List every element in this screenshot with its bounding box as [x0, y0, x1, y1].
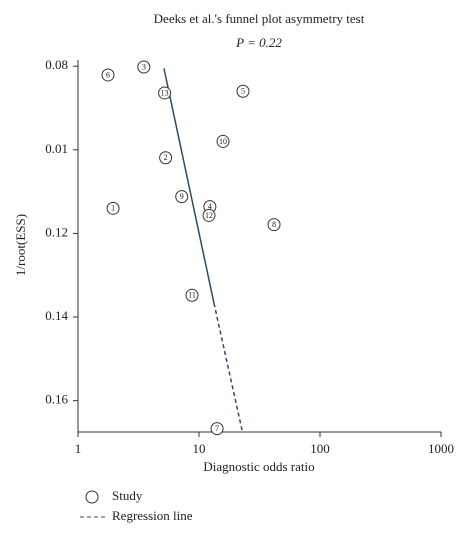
- chart-subtitle: P = 0.22: [235, 35, 282, 50]
- study-point: [158, 86, 172, 100]
- x-tick-label: 100: [310, 441, 330, 456]
- study-label: 8: [272, 220, 276, 229]
- study-label: 10: [219, 137, 227, 146]
- legend-label: Study: [112, 488, 143, 503]
- study-point: [216, 134, 230, 148]
- legend-label: Regression line: [112, 508, 193, 523]
- study-label: 11: [188, 291, 196, 300]
- study-label: 13: [161, 88, 169, 97]
- study-point: [106, 201, 120, 215]
- y-tick-label: 0.01: [45, 141, 68, 156]
- study-label: 4: [208, 202, 212, 211]
- study-label: 7: [215, 424, 219, 433]
- study-point: [236, 84, 250, 98]
- study-label: 12: [205, 211, 213, 220]
- x-axis-label: Diagnostic odds ratio: [203, 459, 314, 474]
- legend-circle: [85, 490, 99, 504]
- study-point: [267, 218, 281, 232]
- x-tick-label: 1: [75, 441, 82, 456]
- study-label: 9: [180, 192, 184, 201]
- study-point: [185, 288, 199, 302]
- study-point: [137, 60, 151, 74]
- study-point: [175, 190, 189, 204]
- study-label: 3: [142, 62, 146, 71]
- y-tick-label: 0.14: [45, 308, 68, 323]
- x-tick-label: 10: [193, 441, 206, 456]
- study-label: 1: [111, 204, 115, 213]
- study-point: [202, 208, 216, 222]
- x-tick-label: 1000: [428, 441, 454, 456]
- y-axis-label: 1/root(ESS): [13, 214, 28, 276]
- chart-title: Deeks et al.'s funnel plot asymmetry tes…: [154, 11, 365, 26]
- y-tick-label: 0.16: [45, 392, 68, 407]
- y-tick-label: 0.08: [45, 57, 68, 72]
- study-point: [159, 151, 173, 165]
- study-label: 2: [164, 153, 168, 162]
- study-label: 5: [241, 87, 245, 96]
- study-label: 6: [106, 70, 110, 79]
- y-tick-label: 0.12: [45, 224, 68, 239]
- study-point: [101, 68, 115, 82]
- regression-line: [213, 303, 243, 431]
- study-point: [210, 422, 224, 436]
- regression-line: [163, 68, 215, 304]
